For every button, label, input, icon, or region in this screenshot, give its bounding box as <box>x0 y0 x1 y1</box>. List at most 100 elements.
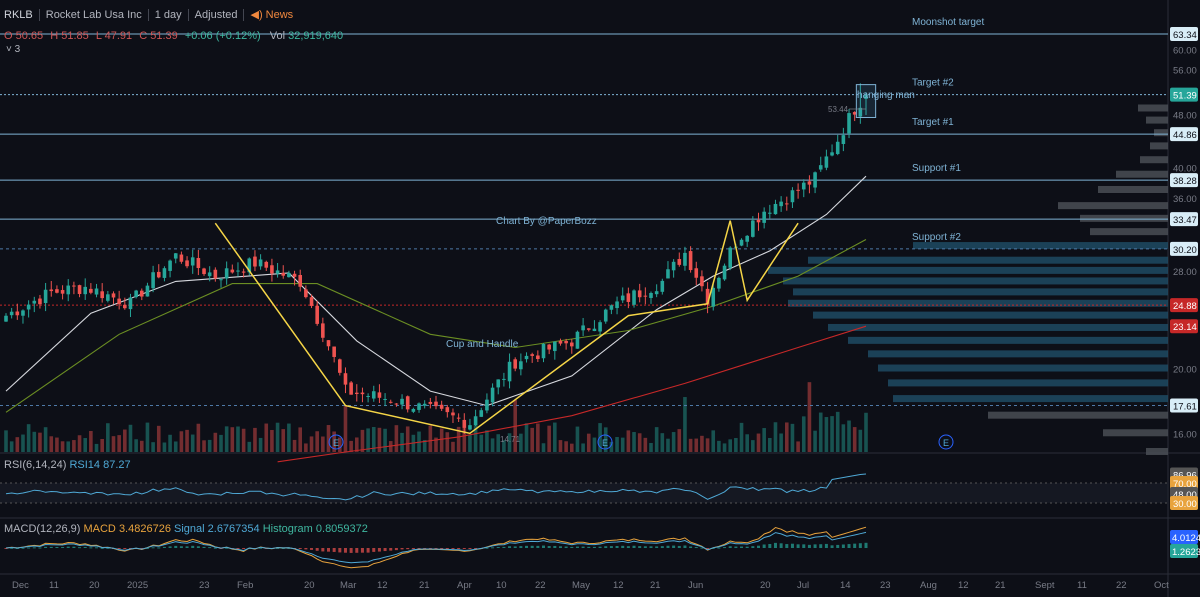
macd-histogram-bar <box>751 546 755 548</box>
volume-profile-bar <box>1146 116 1168 124</box>
macd-histogram-bar <box>428 548 432 549</box>
candle-body <box>773 203 778 215</box>
macd-histogram-bar <box>61 547 65 549</box>
candle-body <box>683 252 687 266</box>
candle-body <box>553 341 557 352</box>
macd-histogram-bar <box>377 548 381 552</box>
volume-bar <box>405 426 410 452</box>
candle-body <box>134 290 138 298</box>
macd-histogram-bar <box>706 548 710 549</box>
volume-label: Vol <box>269 30 286 42</box>
rsi-legend[interactable]: RSI(6,14,24) RSI14 87.27 <box>4 459 131 471</box>
macd-histogram-bar <box>423 548 427 549</box>
candle-body <box>343 373 348 385</box>
volume-bar <box>700 435 704 452</box>
candle-body <box>72 285 76 287</box>
candle-body <box>485 399 489 411</box>
macd-histogram-bar <box>858 543 862 548</box>
candle-body <box>468 425 472 430</box>
volume-profile-bar <box>1146 448 1168 455</box>
candle-body <box>94 288 99 295</box>
macd-axis-label: 1.2623 <box>1172 547 1200 558</box>
candle-body <box>711 287 716 307</box>
volume-bar <box>168 434 172 452</box>
signal-label: Signal <box>174 523 205 535</box>
macd-histogram-bar <box>807 544 811 548</box>
candle-body <box>722 265 727 280</box>
volume-bar <box>654 427 659 452</box>
volume-profile-bar <box>788 299 1168 307</box>
indicator-collapse-toggle[interactable]: ˅ 3 <box>6 44 20 55</box>
earnings-marker-label: E <box>602 438 608 448</box>
volume-bar <box>15 437 20 452</box>
candle-body <box>270 265 274 274</box>
candle-body <box>207 272 212 277</box>
volume-profile-bar <box>768 266 1168 274</box>
annotation-hanging-man: hanging man <box>857 90 915 101</box>
macd-legend[interactable]: MACD(12,26,9) MACD 3.4826726 Signal 2.67… <box>4 523 368 535</box>
macd-histogram-bar <box>78 547 82 549</box>
price-tick-label: 28.00 <box>1173 267 1197 278</box>
macd-histogram-bar <box>660 546 664 548</box>
volume-bar <box>422 439 427 452</box>
volume-bar <box>332 431 336 452</box>
volume-bar <box>21 434 25 452</box>
x-axis-tick-label: 14 <box>840 580 851 591</box>
candle-body <box>847 113 851 134</box>
volume-bar <box>83 438 88 452</box>
x-axis-tick-label: 21 <box>995 580 1006 591</box>
price-tick-label: 56.00 <box>1173 66 1197 77</box>
candle-body <box>586 328 591 330</box>
volume-bar <box>230 427 235 452</box>
candle-body <box>830 152 834 156</box>
macd-histogram-bar <box>632 545 636 548</box>
macd-histogram-bar <box>711 547 715 549</box>
volume-bar <box>683 397 687 452</box>
macd-histogram-bar <box>21 547 25 549</box>
macd-histogram-bar <box>547 546 551 548</box>
price-level-badge <box>1170 398 1198 413</box>
macd-histogram-bar <box>106 547 110 549</box>
macd-histogram-bar <box>615 546 619 548</box>
candle-body <box>139 290 144 297</box>
macd-histogram-bar <box>157 547 161 549</box>
macd-histogram-bar <box>485 547 489 549</box>
news-button[interactable]: ◀) News <box>250 8 293 21</box>
news-label: News <box>265 9 294 21</box>
macd-histogram-bar <box>366 548 370 553</box>
interval-label[interactable]: 1 day <box>154 8 182 21</box>
volume-profile-bar <box>848 336 1168 344</box>
macd-histogram-bar <box>768 543 772 548</box>
adjustment-label[interactable]: Adjusted <box>194 8 238 21</box>
candle-body <box>405 396 410 410</box>
volume-bar <box>213 432 218 452</box>
macd-histogram-bar <box>394 548 398 551</box>
macd-histogram-bar <box>802 544 806 548</box>
high-value: 51.85 <box>61 30 89 42</box>
x-axis-tick-label: Feb <box>237 580 253 591</box>
candle-body <box>756 219 761 223</box>
macd-histogram-bar <box>542 545 545 548</box>
macd-histogram-bar <box>95 547 99 549</box>
candle-body <box>224 268 229 279</box>
symbol-name: Rocket Lab Usa Inc <box>45 8 142 21</box>
symbol-ticker[interactable]: RKLB <box>4 8 33 21</box>
macd-histogram-bar <box>372 548 376 552</box>
volume-bar <box>564 441 568 452</box>
macd-histogram-bar <box>689 546 693 548</box>
macd-histogram-bar <box>213 547 217 549</box>
volume-bar <box>490 438 495 452</box>
volume-profile-bar <box>828 323 1168 331</box>
candle-body <box>326 340 331 347</box>
volume-bar <box>818 412 823 452</box>
volume-bar <box>734 438 738 452</box>
macd-histogram-bar <box>32 547 36 549</box>
candle-body <box>473 416 478 426</box>
volume-bar <box>428 425 433 452</box>
candle-body <box>247 258 252 273</box>
candle-body <box>490 387 495 403</box>
price-level-badge <box>1170 27 1198 41</box>
volume-bar <box>581 443 585 452</box>
volume-bar <box>275 422 280 452</box>
